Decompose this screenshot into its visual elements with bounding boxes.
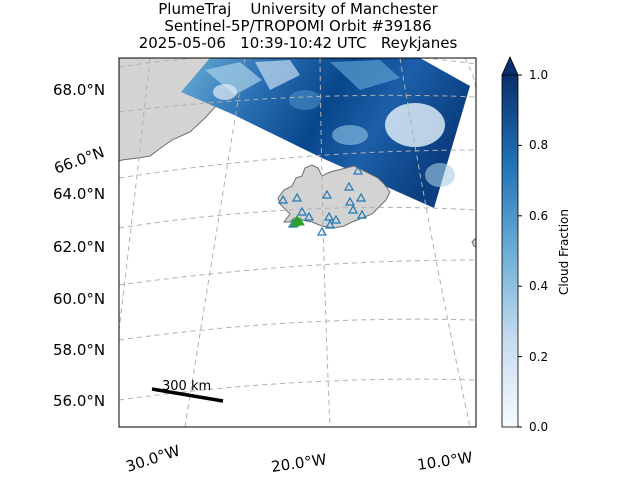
- volcano-marker: [330, 214, 342, 224]
- volcano-marker: [343, 181, 355, 191]
- lon-label: 10.0°W: [416, 448, 474, 474]
- lat-label: 64.0°N: [53, 185, 105, 203]
- iceland-land: [277, 164, 391, 229]
- colorbar-gradient: [501, 74, 519, 428]
- colorbar: 0.0 0.2 0.4 0.6 0.8 1.0 Cloud Fraction: [501, 56, 571, 434]
- colorbar-tick-label: 0.8: [529, 138, 548, 152]
- volcano-marker: [277, 194, 289, 204]
- volcano-marker: [352, 165, 364, 175]
- lat-label: 62.0°N: [53, 238, 105, 256]
- title-line-2: Sentinel-5P/TROPOMI Orbit #39186: [164, 17, 432, 35]
- map-frame: [118, 57, 477, 428]
- lat-label: 68.0°N: [53, 81, 105, 99]
- volcano-marker: [296, 206, 308, 216]
- colorbar-extend-arrow: [501, 56, 519, 76]
- norway-coast-land: [471, 237, 476, 248]
- title-line-1: PlumeTraj University of Manchester: [158, 0, 438, 18]
- colorbar-tick-label: 0.0: [529, 420, 548, 434]
- volcano-marker: [347, 204, 359, 214]
- volcano-marker: [323, 211, 335, 221]
- lat-label: 60.0°N: [53, 290, 105, 308]
- colorbar-ticks: [518, 74, 522, 428]
- title-line-3: 2025-05-06 10:39-10:42 UTC Reykjanes: [138, 34, 458, 52]
- lat-label: 58.0°N: [53, 341, 105, 359]
- graticule: [119, 58, 476, 427]
- volcano-marker: [291, 192, 303, 202]
- volcano-marker: [303, 211, 315, 221]
- lat-label: 66.0°N: [52, 143, 107, 178]
- scale-bar-label: 300 km: [162, 379, 211, 394]
- volcano-marker: [344, 196, 356, 206]
- colorbar-tick-label: 0.2: [529, 350, 548, 364]
- scale-bar: [151, 387, 224, 403]
- colorbar-tick-label: 0.4: [529, 279, 548, 293]
- colorbar-tick-label: 1.0: [529, 68, 548, 82]
- volcano-marker: [356, 209, 368, 219]
- lon-label: 30.0°W: [124, 441, 183, 475]
- colorbar-title: Cloud Fraction: [557, 209, 571, 295]
- volcano-marker: [316, 226, 328, 236]
- source-marker: [290, 217, 300, 227]
- volcano-marker: [321, 189, 333, 199]
- volcano-marker: [324, 219, 336, 229]
- source-markers: [290, 214, 305, 227]
- map-area: [119, 58, 476, 427]
- volcano-marker: [355, 192, 367, 202]
- colorbar-tick-label: 0.6: [529, 209, 548, 223]
- lat-label: 56.0°N: [53, 392, 105, 410]
- lon-label: 20.0°W: [270, 450, 328, 476]
